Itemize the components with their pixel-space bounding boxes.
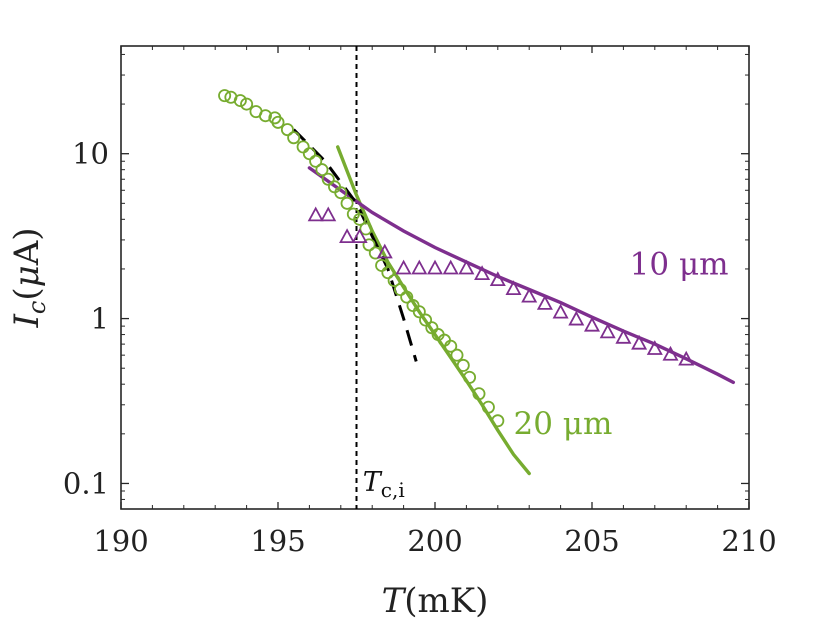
data-point-20um — [321, 172, 335, 186]
data-point-20um — [419, 313, 433, 327]
data-point-20um — [387, 274, 401, 288]
data-point-20um — [258, 109, 272, 123]
data-point-10um — [583, 316, 601, 332]
data-point-20um — [287, 131, 301, 145]
x-tick-label: 210 — [721, 524, 776, 558]
data-point-20um — [302, 147, 316, 161]
data-point-20um — [450, 348, 464, 362]
y-tick-label: 1 — [91, 302, 109, 336]
data-point-10um — [376, 243, 393, 259]
data-point-20um — [362, 238, 376, 252]
data-point-20um — [315, 163, 329, 177]
data-point-20um — [240, 97, 254, 111]
series-label-10m: 10 μm — [630, 247, 729, 283]
black-dashed-fit-line — [292, 128, 418, 362]
data-point-20um — [412, 305, 426, 319]
data-point-10um — [307, 206, 324, 222]
data-point-10um — [426, 259, 444, 275]
x-tick-label: 190 — [93, 524, 148, 558]
data-point-20um — [280, 123, 294, 137]
data-point-20um — [400, 290, 414, 304]
data-point-20um — [463, 370, 477, 384]
data-point-10um — [536, 295, 553, 310]
y-tick-label: 10 — [72, 137, 109, 171]
data-point-20um — [218, 89, 232, 103]
data-point-10um — [442, 259, 459, 275]
data-point-10um — [489, 271, 506, 287]
data-point-10um — [568, 310, 585, 326]
data-point-10um — [320, 206, 337, 222]
data-point-20um — [481, 400, 495, 414]
data-point-10um — [339, 228, 356, 244]
series-label-20m: 20 μm — [514, 406, 613, 442]
x-tick-label: 205 — [564, 524, 619, 558]
data-point-10um — [521, 287, 538, 303]
data-point-10um — [474, 265, 491, 280]
data-point-20um — [359, 222, 373, 236]
data-point-10um — [615, 328, 632, 344]
x-axis-title: T(mK) — [382, 581, 489, 621]
data-point-10um — [351, 228, 368, 244]
data-point-20um — [353, 212, 367, 226]
data-point-20um — [393, 283, 407, 297]
data-point-20um — [334, 186, 348, 200]
20-m-fit-line — [336, 145, 531, 476]
x-tick-label: 200 — [407, 524, 462, 558]
data-point-10um — [395, 259, 412, 275]
data-point-10um — [458, 259, 475, 275]
data-point-20um — [444, 339, 458, 353]
y-axis-title: Ic(μA) — [7, 227, 51, 328]
data-point-20um — [491, 414, 505, 428]
data-point-20um — [309, 154, 323, 168]
data-point-10um — [678, 350, 695, 366]
data-point-20um — [271, 115, 285, 129]
x-tick-label: 195 — [250, 524, 305, 558]
data-point-20um — [296, 140, 310, 154]
data-point-10um — [646, 340, 663, 355]
data-point-10um — [552, 303, 569, 319]
y-tick-label: 0.1 — [63, 466, 109, 500]
data-point-20um — [456, 358, 470, 372]
plot-area — [218, 46, 735, 509]
data-point-10um — [411, 259, 428, 275]
data-point-10um — [599, 323, 616, 339]
data-point-20um — [340, 196, 354, 210]
data-point-10um — [631, 334, 648, 350]
data-point-20um — [381, 266, 395, 280]
tci-label: Tc,i — [363, 467, 405, 502]
data-point-20um — [233, 94, 247, 108]
data-point-20um — [472, 387, 486, 401]
data-point-10um — [662, 345, 679, 361]
data-point-10um — [505, 280, 522, 296]
